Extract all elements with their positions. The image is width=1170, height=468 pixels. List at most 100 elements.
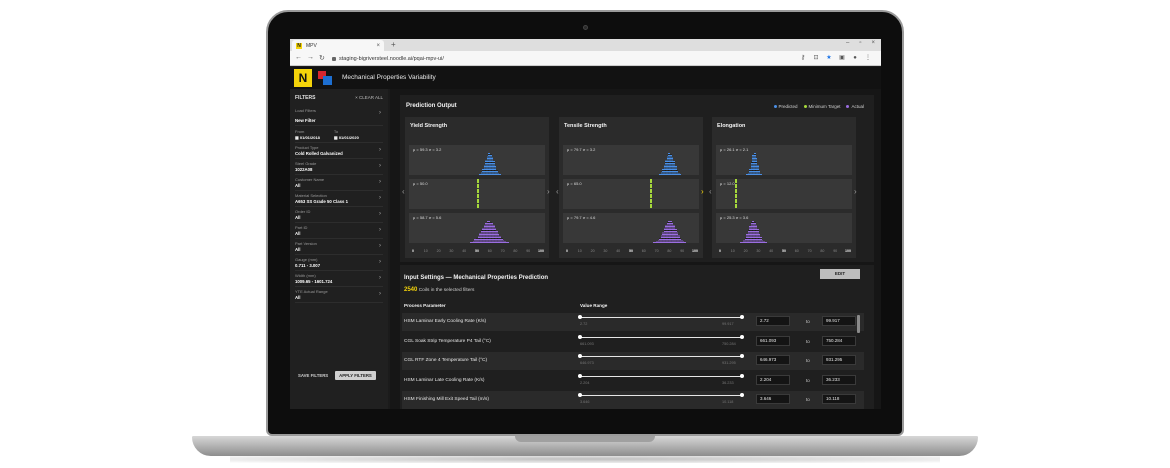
slider-min-handle[interactable] [578, 334, 582, 339]
slider-max-handle[interactable] [740, 373, 744, 378]
histogram-bar [758, 234, 761, 243]
filter-customer-name[interactable]: Customer Name All › [295, 175, 383, 191]
screen: N MPV × + – ▫ × ← → ↻ staging-bigriverst… [290, 39, 881, 409]
histogram-bar [469, 242, 472, 243]
close-icon[interactable]: × [376, 42, 380, 49]
filter-value: All [295, 183, 301, 188]
card-tensile-strength: Tensile Strength μ = 79.7 σ = 3.2 μ = 65.0… [559, 117, 703, 258]
forward-icon[interactable]: → [307, 54, 314, 61]
chevron-left-icon[interactable]: ‹ [402, 187, 405, 196]
range-slider[interactable] [578, 373, 744, 378]
filter-material-selection[interactable]: Material Selection A653 SS Grade 50 Class… [295, 191, 383, 207]
star-icon[interactable]: ★ [826, 55, 832, 61]
histogram-bar [669, 154, 672, 175]
min-value-field[interactable]: 661.093 [756, 335, 790, 346]
max-value-field[interactable]: 10.118 [822, 394, 856, 404]
tick-label: 50 [475, 249, 479, 253]
edit-button[interactable]: EDIT [820, 269, 860, 279]
filter-label: Order ID [295, 209, 311, 214]
chevron-left-icon[interactable]: ‹ [556, 187, 559, 196]
target-marker [650, 194, 653, 198]
histogram-bar [756, 229, 759, 243]
range-slider[interactable] [578, 354, 744, 358]
max-value-field[interactable]: 750.284 [822, 335, 856, 346]
min-value-field[interactable]: 646.973 [756, 355, 790, 365]
min-value-field[interactable]: 2.204 [756, 374, 790, 385]
scrollbar[interactable] [857, 315, 860, 333]
apply-filters-button[interactable]: APPLY FILTERS [335, 371, 376, 380]
slider-max-handle[interactable] [740, 315, 744, 319]
filter-order-id[interactable]: Order ID All › [295, 207, 383, 223]
target-marker [477, 199, 479, 203]
slider-min-handle[interactable] [578, 393, 582, 397]
tick-label: 40 [462, 249, 467, 253]
filter-width-mm[interactable]: Width (mm) 1009.65 - 1601.724 › [295, 271, 383, 287]
stat-predicted: μ = 26.1 σ = 2.1 [720, 147, 749, 152]
range-slider[interactable] [578, 315, 744, 319]
page-title: Mechanical Properties Variability [342, 74, 436, 81]
slider-min-handle[interactable] [578, 315, 582, 319]
profile-icon[interactable]: ● [853, 55, 857, 61]
histogram-bar [480, 230, 483, 243]
filter-label: Gauge (mm) [295, 257, 318, 262]
minimize-icon[interactable]: – [846, 40, 850, 46]
range-slider[interactable] [578, 334, 744, 339]
max-value-field[interactable]: 36.233 [822, 374, 856, 385]
tick-label: 20 [743, 249, 748, 253]
maximize-icon[interactable]: ▫ [859, 40, 862, 46]
to-date[interactable]: To ▦ 01/01/2020 [334, 129, 359, 140]
histogram-bar [671, 157, 674, 175]
slider-max-handle[interactable] [740, 354, 744, 358]
slider-max-label: 99.917 [722, 322, 734, 326]
filter-product-type[interactable]: Product Type Cold Rolled Galvanized › [295, 143, 383, 159]
menu-icon[interactable]: ⋮ [865, 55, 871, 61]
range-slider[interactable] [578, 393, 744, 397]
slider-max-handle[interactable] [740, 393, 744, 397]
key-icon[interactable]: ⚷ [800, 55, 806, 61]
tick-label: 10 [730, 249, 735, 253]
slider-min-handle[interactable] [578, 354, 582, 358]
target-marker [650, 184, 653, 188]
histogram-bar [665, 160, 668, 175]
filter-load-filters[interactable]: Load Filters New Filter › [295, 106, 383, 126]
histogram-bar [506, 242, 509, 243]
max-value-field[interactable]: 931.295 [822, 355, 856, 365]
histogram-bar [669, 221, 672, 243]
histogram-bar [741, 242, 744, 243]
chevron-right-icon: › [379, 243, 381, 249]
to-label: to [806, 319, 810, 324]
clear-all-button[interactable]: × CLEAR ALL [355, 95, 383, 100]
window-close-icon[interactable]: × [871, 40, 875, 46]
browser-tab[interactable]: N MPV × [292, 40, 384, 51]
filter-steel-grade[interactable]: Steel Grade 1022A08 › [295, 159, 383, 175]
save-filters-button[interactable]: SAVE FILTERS [298, 373, 329, 378]
histogram-bar [494, 166, 497, 175]
histogram-bar [761, 240, 764, 243]
min-value-field[interactable]: 3.646 [756, 394, 790, 404]
legend-predicted: Predicted [773, 104, 798, 109]
noodle-logo[interactable]: N [294, 69, 312, 87]
slider-max-handle[interactable] [740, 334, 744, 339]
from-date[interactable]: From ▦ 01/01/2018 [295, 129, 320, 140]
back-icon[interactable]: ← [295, 54, 302, 61]
filter-yte-actual-range[interactable]: YTE Actual Range All › [295, 287, 383, 303]
new-tab-icon[interactable]: + [391, 40, 396, 49]
filter-part-version[interactable]: Part Version All › [295, 239, 383, 255]
filter-part-id[interactable]: Part ID All › [295, 223, 383, 239]
chevron-right-icon[interactable]: › [854, 187, 857, 196]
filter-gauge-mm[interactable]: Gauge (mm) 0.711 - 3.007 › [295, 255, 383, 271]
filter-value: 0.711 - 3.007 [295, 263, 321, 268]
chevron-left-icon[interactable]: ‹ [709, 187, 712, 196]
histogram-target: μ = 50.0 [409, 179, 545, 209]
slider-min-handle[interactable] [578, 373, 582, 378]
translate-icon[interactable]: ⊡ [813, 55, 819, 61]
chevron-right-icon[interactable]: › [701, 187, 704, 196]
min-value-field[interactable]: 2.72 [756, 316, 790, 326]
chevron-right-icon[interactable]: › [547, 187, 550, 196]
tick-label: 20 [590, 249, 595, 253]
url-field[interactable]: staging-bigriversteel.noodle.ai/pqai-mpv… [332, 54, 792, 63]
max-value-field[interactable]: 99.917 [822, 316, 856, 326]
extension-icon[interactable]: ▣ [839, 55, 845, 61]
from-date-value: 01/01/2018 [299, 135, 320, 140]
reload-icon[interactable]: ↻ [319, 55, 325, 62]
